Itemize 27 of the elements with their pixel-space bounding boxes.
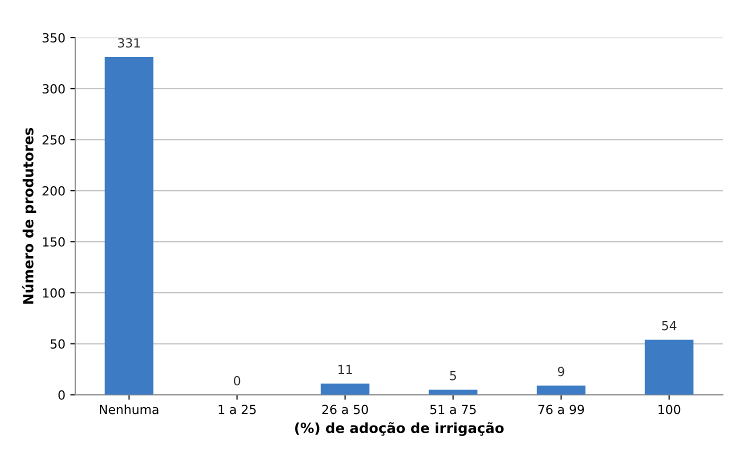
data-label: 5 xyxy=(450,371,456,380)
bar xyxy=(644,340,694,395)
y-axis-title: Número de produtores xyxy=(22,128,36,304)
data-label: 11 xyxy=(338,364,352,374)
y-tick-label: 350 xyxy=(42,33,65,43)
y-tick-label: 250 xyxy=(42,135,65,145)
y-tick-label: 50 xyxy=(50,339,65,349)
y-tick-label: 200 xyxy=(42,186,65,196)
data-label: 9 xyxy=(558,366,564,376)
x-tick-label: 51 a 75 xyxy=(430,404,476,414)
y-tick-label: 100 xyxy=(43,288,65,298)
x-tick-label: 26 a 50 xyxy=(322,404,368,414)
data-label: 54 xyxy=(662,321,676,330)
x-tick-label: Nenhuma xyxy=(100,404,158,414)
bar xyxy=(428,390,478,395)
x-tick-label: 1 a 25 xyxy=(218,404,256,414)
x-axis-title: (%) de adoção de irrigação xyxy=(295,422,504,436)
data-label: 331 xyxy=(118,38,140,48)
bar xyxy=(320,384,370,395)
bar xyxy=(536,386,586,395)
y-tick-label: 150 xyxy=(43,237,65,247)
x-tick-label: 76 a 99 xyxy=(538,404,584,414)
x-tick-label: 100 xyxy=(658,404,680,414)
bar xyxy=(104,56,154,395)
data-label: 0 xyxy=(234,376,240,386)
y-tick-label: 0 xyxy=(58,390,65,400)
y-tick-label: 300 xyxy=(42,84,65,94)
